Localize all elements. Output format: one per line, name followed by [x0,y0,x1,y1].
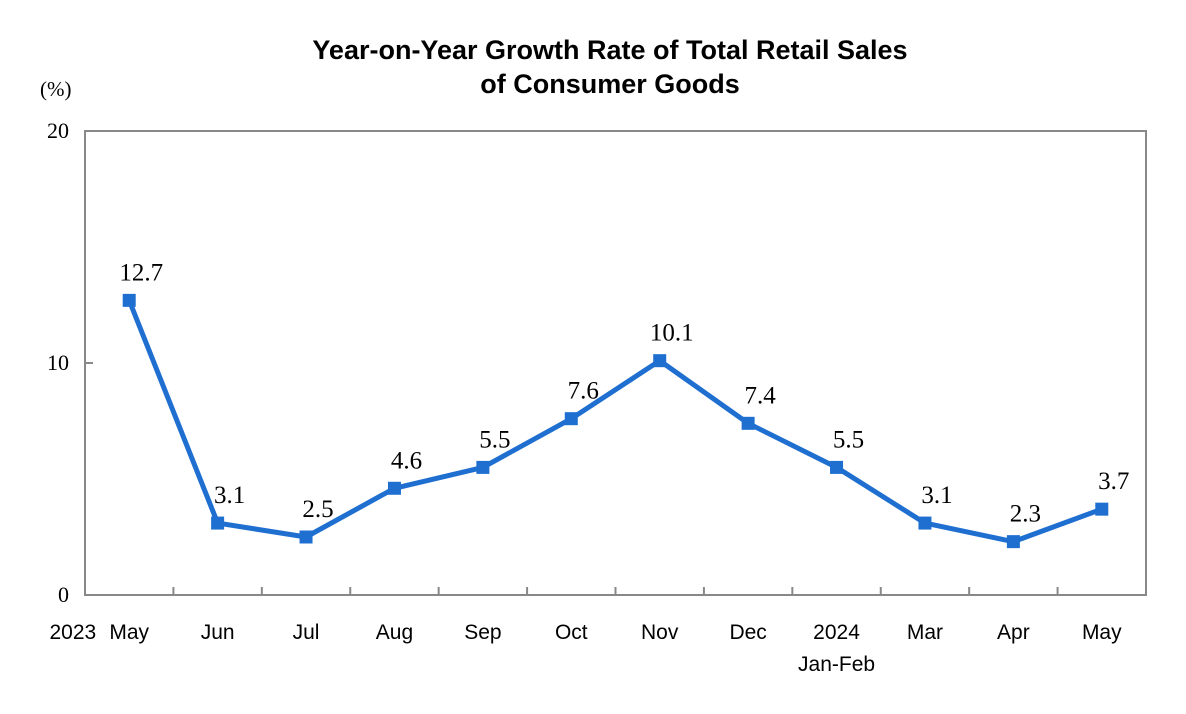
y-axis-ticks: 0 10 20 [47,118,93,607]
y-tick-label: 20 [47,118,69,143]
y-tick-label: 10 [47,350,69,375]
data-point-marker [830,460,844,474]
x-year-label: 2023 [49,621,96,644]
x-axis-ticks: May Jun Jul Aug Sep Oct Nov Dec 2024 Jan-Feb Mar Ap… [49,587,1122,676]
x-tick-sublabel: Jan-Feb [798,653,875,676]
data-label: 2.5 [302,496,333,523]
x-tick-label: Oct [555,621,588,644]
x-tick-label: May [1082,621,1122,644]
data-label: 12.7 [119,259,163,286]
data-point-marker [122,293,136,307]
x-tick-label: Apr [997,621,1030,644]
data-label: 3.7 [1098,468,1129,495]
data-point-marker [299,530,313,544]
data-label: 5.5 [833,426,864,453]
series-line [126,299,1103,545]
x-tick-label: Jun [201,621,235,644]
data-labels: 12.7 3.1 2.5 4.6 5.5 7.6 10.1 7.4 5.5 3.1 2.3 3.7 [119,259,1129,527]
data-label: 10.1 [650,320,694,347]
x-tick-label: Sep [464,621,501,644]
data-label: 3.1 [921,482,952,509]
chart-title-line1: Year-on-Year Growth Rate of Total Retail… [312,35,907,65]
data-label: 2.3 [1010,501,1041,528]
x-tick-label: 2024 [813,621,860,644]
chart-title-line2: of Consumer Goods [480,69,740,99]
series-line-group [122,293,1109,549]
data-point-marker [653,354,667,368]
data-label: 5.5 [479,426,510,453]
y-tick-label: 0 [58,582,69,607]
data-point-marker [741,416,755,430]
x-tick-label: Jul [293,621,320,644]
data-point-marker [918,516,932,530]
x-tick-label: Dec [729,621,766,644]
y-axis-unit-label: (%) [40,77,71,101]
x-tick-label: Aug [376,621,413,644]
data-point-marker [564,412,578,426]
x-tick-label: Nov [641,621,679,644]
data-point-marker [1006,535,1020,549]
data-label: 7.4 [745,382,777,409]
x-tick-label: May [109,621,149,644]
data-point-marker [387,481,401,495]
x-tick-label: Mar [907,621,943,644]
data-point-marker [1095,502,1109,516]
data-point-marker [476,460,490,474]
data-point-marker [211,516,225,530]
data-label: 3.1 [214,482,245,509]
data-label: 7.6 [568,378,599,405]
data-label: 4.6 [391,447,422,474]
